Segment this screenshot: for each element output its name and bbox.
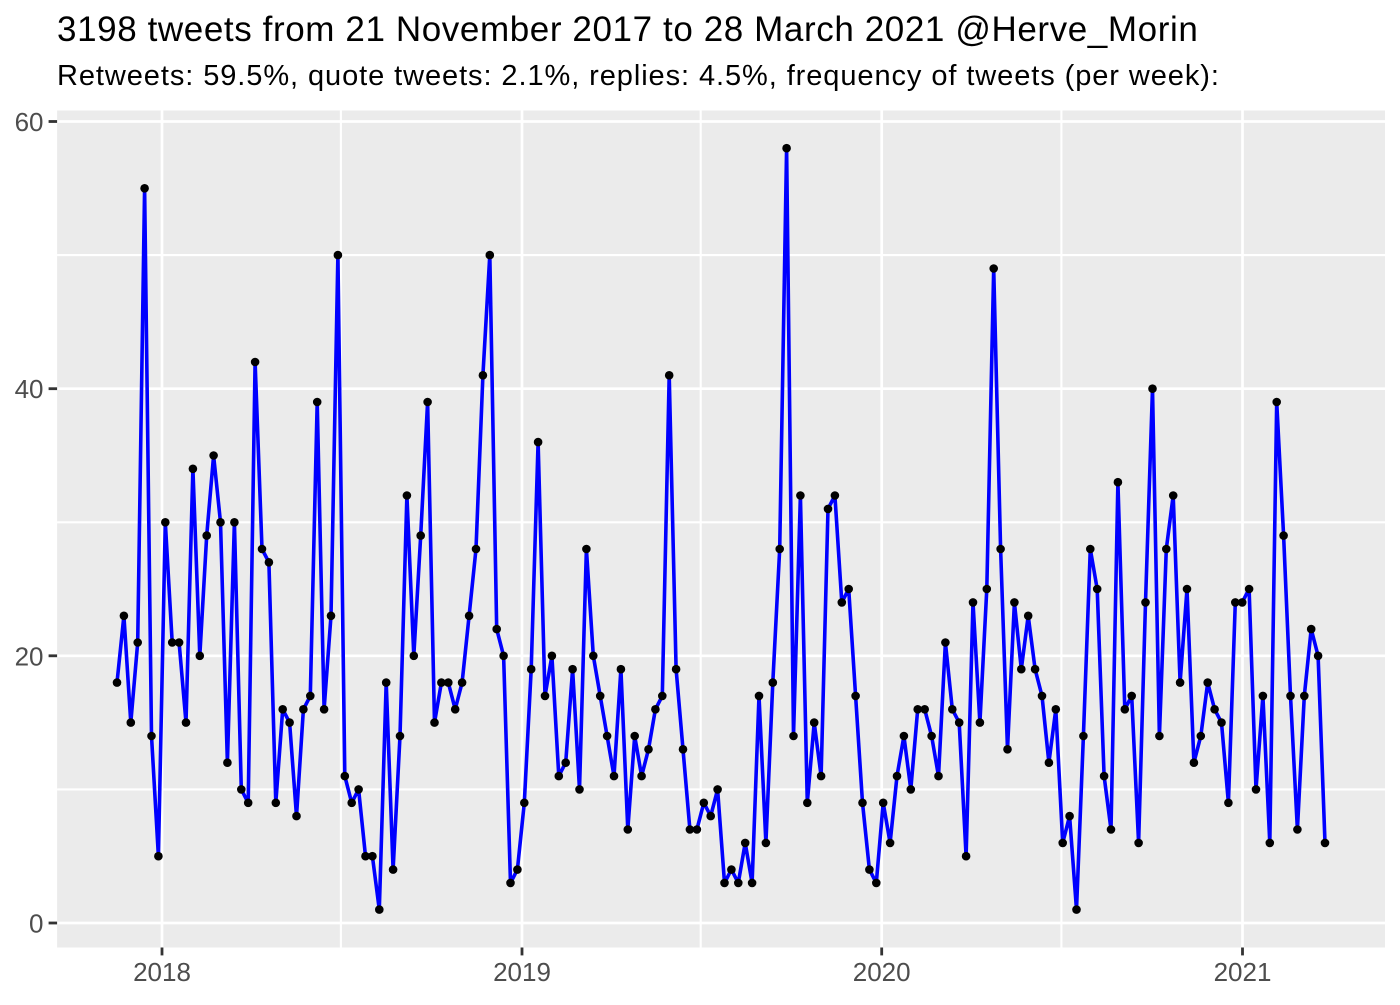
svg-text:60: 60 <box>15 107 44 137</box>
svg-text:2021: 2021 <box>1214 957 1272 987</box>
svg-text:0: 0 <box>29 909 43 939</box>
svg-text:Retweets: 59.5%, quote tweets:: Retweets: 59.5%, quote tweets: 2.1%, rep… <box>57 60 1220 92</box>
svg-text:40: 40 <box>15 374 44 404</box>
svg-text:2019: 2019 <box>493 957 551 987</box>
svg-text:2018: 2018 <box>133 957 191 987</box>
svg-text:20: 20 <box>15 641 44 671</box>
svg-text:2020: 2020 <box>853 957 911 987</box>
svg-text:3198 tweets from 21 November 2: 3198 tweets from 21 November 2017 to 28 … <box>57 10 1198 49</box>
